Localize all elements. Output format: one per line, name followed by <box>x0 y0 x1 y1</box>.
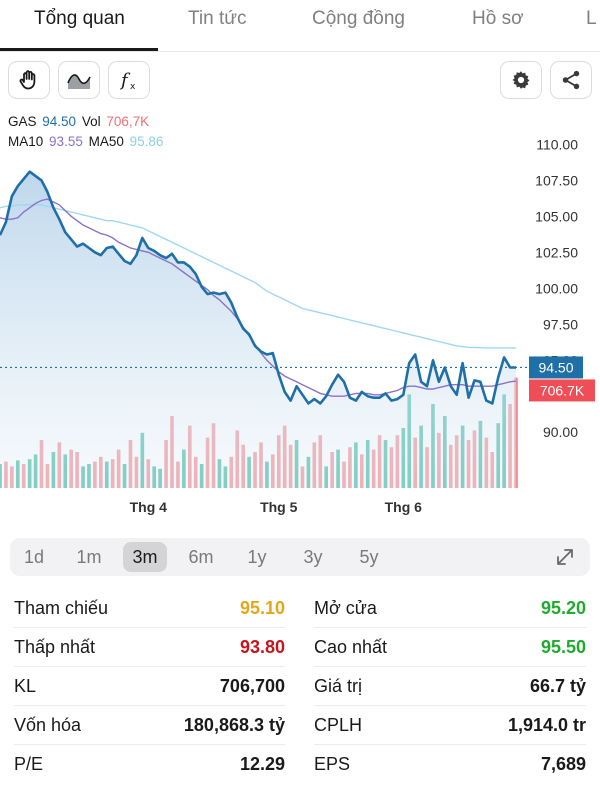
range-1d[interactable]: 1d <box>23 547 45 567</box>
stat-value-traded: Giá trị 66.7 tỷ <box>314 667 586 706</box>
x-axis: Thg 4 Thg 5 Thg 6 <box>130 499 423 515</box>
stat-label: Tham chiếu <box>14 598 109 618</box>
stat-pe: P/E 12.29 <box>14 745 285 784</box>
x-tick-label: Thg 5 <box>260 499 298 515</box>
y-tick-label: 90.00 <box>543 424 578 440</box>
y-tick-label: 110.00 <box>536 136 578 152</box>
stat-label: KL <box>14 676 37 696</box>
svg-text:x: x <box>130 82 136 92</box>
price-badge <box>529 356 583 379</box>
settings-button[interactable] <box>500 61 542 99</box>
legend-row-ma: MA10 93.55 MA50 95.86 <box>8 134 165 149</box>
tab-profile[interactable]: Hồ sơ <box>472 8 524 29</box>
x-tick-label: Thg 6 <box>385 499 423 515</box>
hand-icon <box>19 70 36 90</box>
stat-value: 7,689 <box>540 754 586 774</box>
stat-value: 93.80 <box>239 637 285 657</box>
y-tick-label: 105.00 <box>535 208 578 224</box>
line-style-button[interactable] <box>58 61 100 99</box>
stat-value: 706,700 <box>219 676 285 696</box>
stat-value: 66.7 tỷ <box>529 676 586 696</box>
range-1m[interactable]: 1m <box>76 547 102 567</box>
top-tabs: Tổng quan Tin tức Cộng đồng Hồ sơ L <box>0 0 600 52</box>
legend-ma50-label: MA50 <box>88 134 124 149</box>
range-6m[interactable]: 6m <box>188 547 214 567</box>
volume-badge <box>529 379 595 402</box>
stat-label: CPLH <box>314 715 363 735</box>
y-tick-label: 97.50 <box>543 316 578 332</box>
stat-reference: Tham chiếu 95.10 <box>14 589 285 628</box>
stat-eps: EPS 7,689 <box>314 745 586 784</box>
legend-ma50: 95.86 <box>129 134 164 149</box>
range-1y[interactable]: 1y <box>247 547 267 567</box>
price-badge-label: 94.50 <box>538 359 573 375</box>
hand-tool-button[interactable] <box>8 61 50 99</box>
y-tick-label: 102.50 <box>535 244 578 260</box>
legend-vol-label: Vol <box>81 114 101 129</box>
stat-value: 180,868.3 tỷ <box>183 715 285 735</box>
range-3y[interactable]: 3y <box>303 547 323 567</box>
y-tick-label: 107.50 <box>535 172 578 188</box>
wave-icon <box>67 74 91 89</box>
expand-icon[interactable] <box>554 546 576 568</box>
ma50-line <box>0 204 516 349</box>
price-line <box>0 170 516 405</box>
stat-label: Mở cửa <box>314 598 377 618</box>
stat-label: Vốn hóa <box>14 715 82 735</box>
legend-vol: 706,7K <box>106 114 150 129</box>
tab-more[interactable]: L <box>586 8 597 29</box>
stat-high: Cao nhất 95.50 <box>314 628 586 667</box>
function-icon: f x <box>119 70 136 92</box>
stat-value: 95.50 <box>540 637 586 657</box>
range-5y[interactable]: 5y <box>359 547 379 567</box>
range-3m[interactable]: 3m <box>123 542 167 572</box>
stat-low: Thấp nhất 93.80 <box>14 628 285 667</box>
price-badges: 94.50 706.7K <box>529 356 595 402</box>
legend-ma10-label: MA10 <box>8 134 44 149</box>
x-tick-label: Thg 4 <box>130 499 168 515</box>
tab-news[interactable]: Tin tức <box>188 8 247 29</box>
stat-value: 95.20 <box>540 598 586 618</box>
stat-volume: KL 706,700 <box>14 667 285 706</box>
gear-icon <box>512 71 530 89</box>
y-tick-label: 100.00 <box>535 280 578 296</box>
tab-overview[interactable]: Tổng quan <box>34 8 125 29</box>
legend-row-price: GAS 94.50 Vol 706,7K <box>8 114 151 129</box>
stat-open: Mở cửa 95.20 <box>314 589 586 628</box>
stat-value: 1,914.0 tr <box>507 715 586 735</box>
active-tab-underline <box>0 48 158 51</box>
stat-label: Giá trị <box>314 676 363 696</box>
volume-badge-label: 706.7K <box>540 382 585 398</box>
stat-label: P/E <box>14 754 44 774</box>
tab-community[interactable]: Cộng đồng <box>312 8 405 29</box>
stat-shares-outstanding: CPLH 1,914.0 tr <box>314 706 586 745</box>
price-chart[interactable]: 110.00107.50105.00102.50100.0097.5095.00… <box>0 106 600 526</box>
legend-ticker: GAS <box>8 114 37 129</box>
stat-value: 12.29 <box>239 754 285 774</box>
stat-label: Cao nhất <box>314 637 388 657</box>
price-area <box>0 171 516 488</box>
share-button[interactable] <box>550 61 592 99</box>
stat-label: Thấp nhất <box>14 637 96 657</box>
share-icon <box>562 70 580 90</box>
time-range-selector: 1d 1m 3m 6m 1y 3y 5y <box>10 538 590 576</box>
stat-value: 95.10 <box>239 598 285 618</box>
stat-market-cap: Vốn hóa 180,868.3 tỷ <box>14 706 285 745</box>
indicator-button[interactable]: f x <box>108 61 150 99</box>
stat-label: EPS <box>314 754 351 774</box>
legend-price: 94.50 <box>42 114 77 129</box>
legend-ma10: 93.55 <box>49 134 83 149</box>
